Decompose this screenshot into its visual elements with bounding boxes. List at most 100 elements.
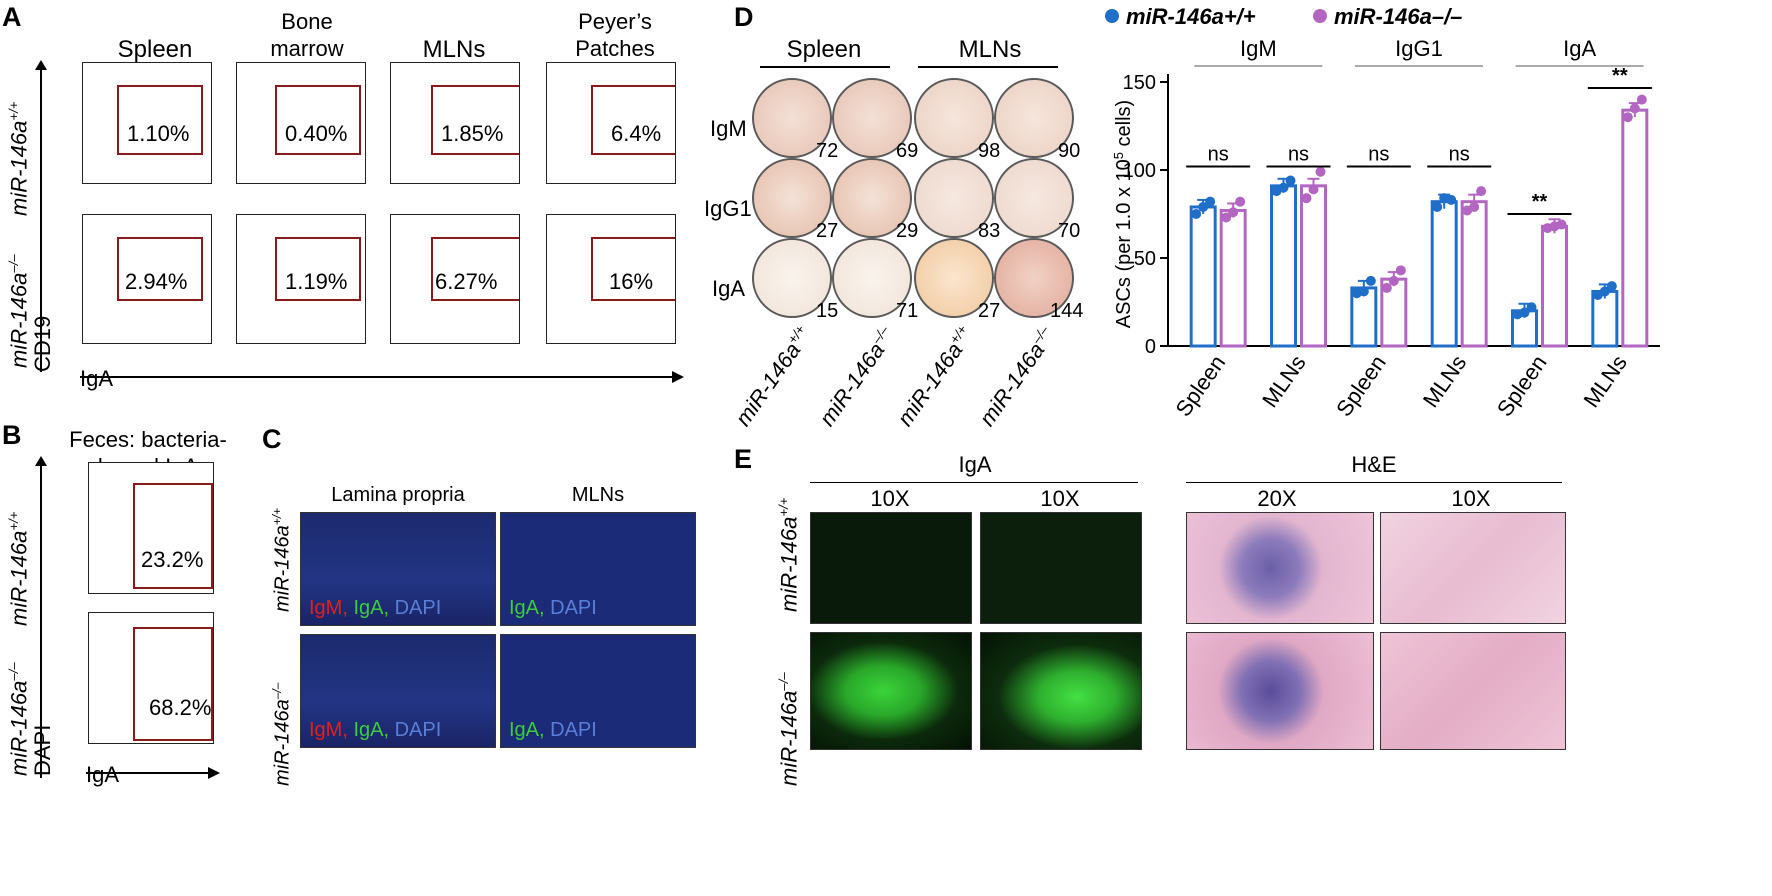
mag-label: 20X [1257, 486, 1297, 511]
bar [1430, 200, 1458, 348]
panel-d-group-spleen: Spleen [786, 36, 862, 63]
y-tick-label: 100 [1123, 160, 1156, 182]
panel-e-row-wt-label: miR-146a+/+ [776, 498, 802, 612]
genotype-text: miR-146a [730, 338, 806, 431]
legend-label: miR-146a+/+ [1126, 4, 1256, 29]
legend-swatch [1313, 9, 1327, 23]
spot-count: 27 [978, 300, 1001, 322]
genotype-text: miR-146a [814, 338, 890, 431]
kidney-iga-wt-10x [810, 512, 972, 624]
x-tick-label: MLNs [1418, 351, 1471, 412]
stain-dapi: DAPI [394, 597, 442, 619]
gate-box [133, 483, 213, 589]
kidney-iga-ko-10x [810, 632, 972, 750]
elispot-well [994, 238, 1074, 318]
data-point [1476, 186, 1487, 197]
spot-count: 72 [816, 140, 839, 162]
elispot-well [752, 238, 832, 318]
data-point [1388, 275, 1399, 286]
if-image-lamina-ko: IgM, IgA, DAPI [300, 634, 496, 748]
panel-c-row-wt-label: miR-146a+/+ [270, 508, 295, 612]
plate-col-genotype: miR-146a–/– [814, 323, 901, 431]
plate-col-genotype: miR-146a–/– [974, 323, 1061, 431]
if-image-lamina-wt: IgM, IgA, DAPI [300, 512, 496, 626]
mag-label: 10X [1040, 486, 1080, 511]
gate-box [275, 85, 361, 155]
flow-plot-ko-spleen: 2.94% [82, 214, 212, 344]
genotype-text: miR-146a [776, 516, 802, 612]
flow-plot-wt-peyers: 6.4% [546, 62, 676, 184]
genotype-text: miR-146a [6, 530, 32, 626]
genotype-sup: +/+ [6, 511, 21, 531]
panel-e-label: E [734, 444, 753, 474]
panel-a-col-bone-marrow: Bone marrow [270, 9, 344, 61]
significance-label: ** [1612, 65, 1628, 87]
panel-a-col-peyers: Peyer’s Patches [575, 9, 655, 61]
data-point [1381, 282, 1392, 293]
kidney-iga-wt-10x-2 [980, 512, 1142, 624]
elispot-well [752, 78, 832, 158]
kidney-he-ko-20x [1186, 632, 1374, 750]
panel-c-col-lamina: Lamina propria [331, 484, 465, 506]
if-image-mlns-ko: IgA, DAPI [500, 634, 696, 748]
panel-b-xlabel: IgA [86, 762, 120, 787]
gate-percentage: 6.4% [611, 121, 662, 146]
gate-box [431, 237, 519, 301]
genotype-text: miR-146a [6, 680, 32, 776]
genotype-sup: –/– [6, 662, 21, 681]
significance-label: ns [1288, 143, 1309, 165]
panel-a-label: A [2, 2, 22, 32]
genotype-text: miR-146a [974, 338, 1050, 431]
bar [1189, 205, 1217, 348]
genotype-text: miR-146a [776, 690, 802, 786]
y-tick-label: 50 [1134, 248, 1156, 270]
data-point [1629, 103, 1640, 114]
asc-bar-chart: miR-146a+/+ miR-146a–/– 0 50 100 150 ASCs (per… [1105, 4, 1660, 421]
bar [1270, 184, 1297, 348]
panel-e-line-iga [810, 482, 1138, 483]
flow-plot-ko-peyers: 16% [546, 214, 676, 344]
plate-row-label-iga: IgA [712, 276, 746, 301]
data-point [1519, 307, 1530, 318]
panel-e-row-ko-label: miR-146a–/– [776, 672, 802, 786]
kidney-he-ko-10x [1380, 632, 1566, 750]
flow-plot-feces-wt: 23.2% [88, 462, 214, 594]
kidney-he-wt-20x [1186, 512, 1374, 624]
gate-percentage: 6.27% [435, 269, 498, 294]
elispot-well [994, 78, 1074, 158]
flow-plot-wt-bone-marrow: 0.40% [236, 62, 366, 184]
genotype-text: miR-146a [271, 699, 294, 786]
gate-box [591, 237, 675, 301]
flow-plot-ko-bone-marrow: 1.19% [236, 214, 366, 344]
if-image-mlns-wt: IgA, DAPI [500, 512, 696, 626]
gate-box [591, 85, 675, 155]
panel-b-label: B [2, 420, 22, 450]
significance-label: ns [1368, 143, 1389, 165]
panel-c-col-mlns: MLNs [571, 484, 625, 506]
spot-count: 71 [896, 300, 919, 322]
panel-b-title-line1: Feces: bacteria- [69, 427, 227, 452]
bar [1219, 208, 1247, 348]
elispot-well [832, 238, 912, 318]
genotype-text: miR-146a [6, 272, 32, 368]
spot-count: 144 [1050, 300, 1084, 322]
bar [1460, 200, 1488, 348]
data-point [1198, 201, 1209, 212]
panel-a-y-arrow [35, 60, 47, 372]
data-point [1315, 166, 1326, 177]
panel-b-x-arrow [86, 767, 220, 779]
bar [1300, 184, 1327, 348]
x-tick-label: MLNs [1257, 351, 1310, 412]
data-point [1365, 275, 1376, 286]
gate-percentage: 1.85% [441, 121, 504, 146]
spot-count: 83 [978, 220, 1001, 242]
elispot-well [752, 158, 832, 238]
spot-count: 90 [1058, 140, 1081, 162]
data-point [1221, 212, 1232, 223]
stain-dapi: DAPI [394, 719, 442, 741]
spot-count: 27 [816, 220, 839, 242]
legend-swatch [1105, 9, 1119, 23]
gate-percentage: 1.19% [285, 269, 348, 294]
plate-row-label-igm: IgM [710, 116, 747, 141]
panel-d-group-line-spleen [760, 66, 890, 68]
